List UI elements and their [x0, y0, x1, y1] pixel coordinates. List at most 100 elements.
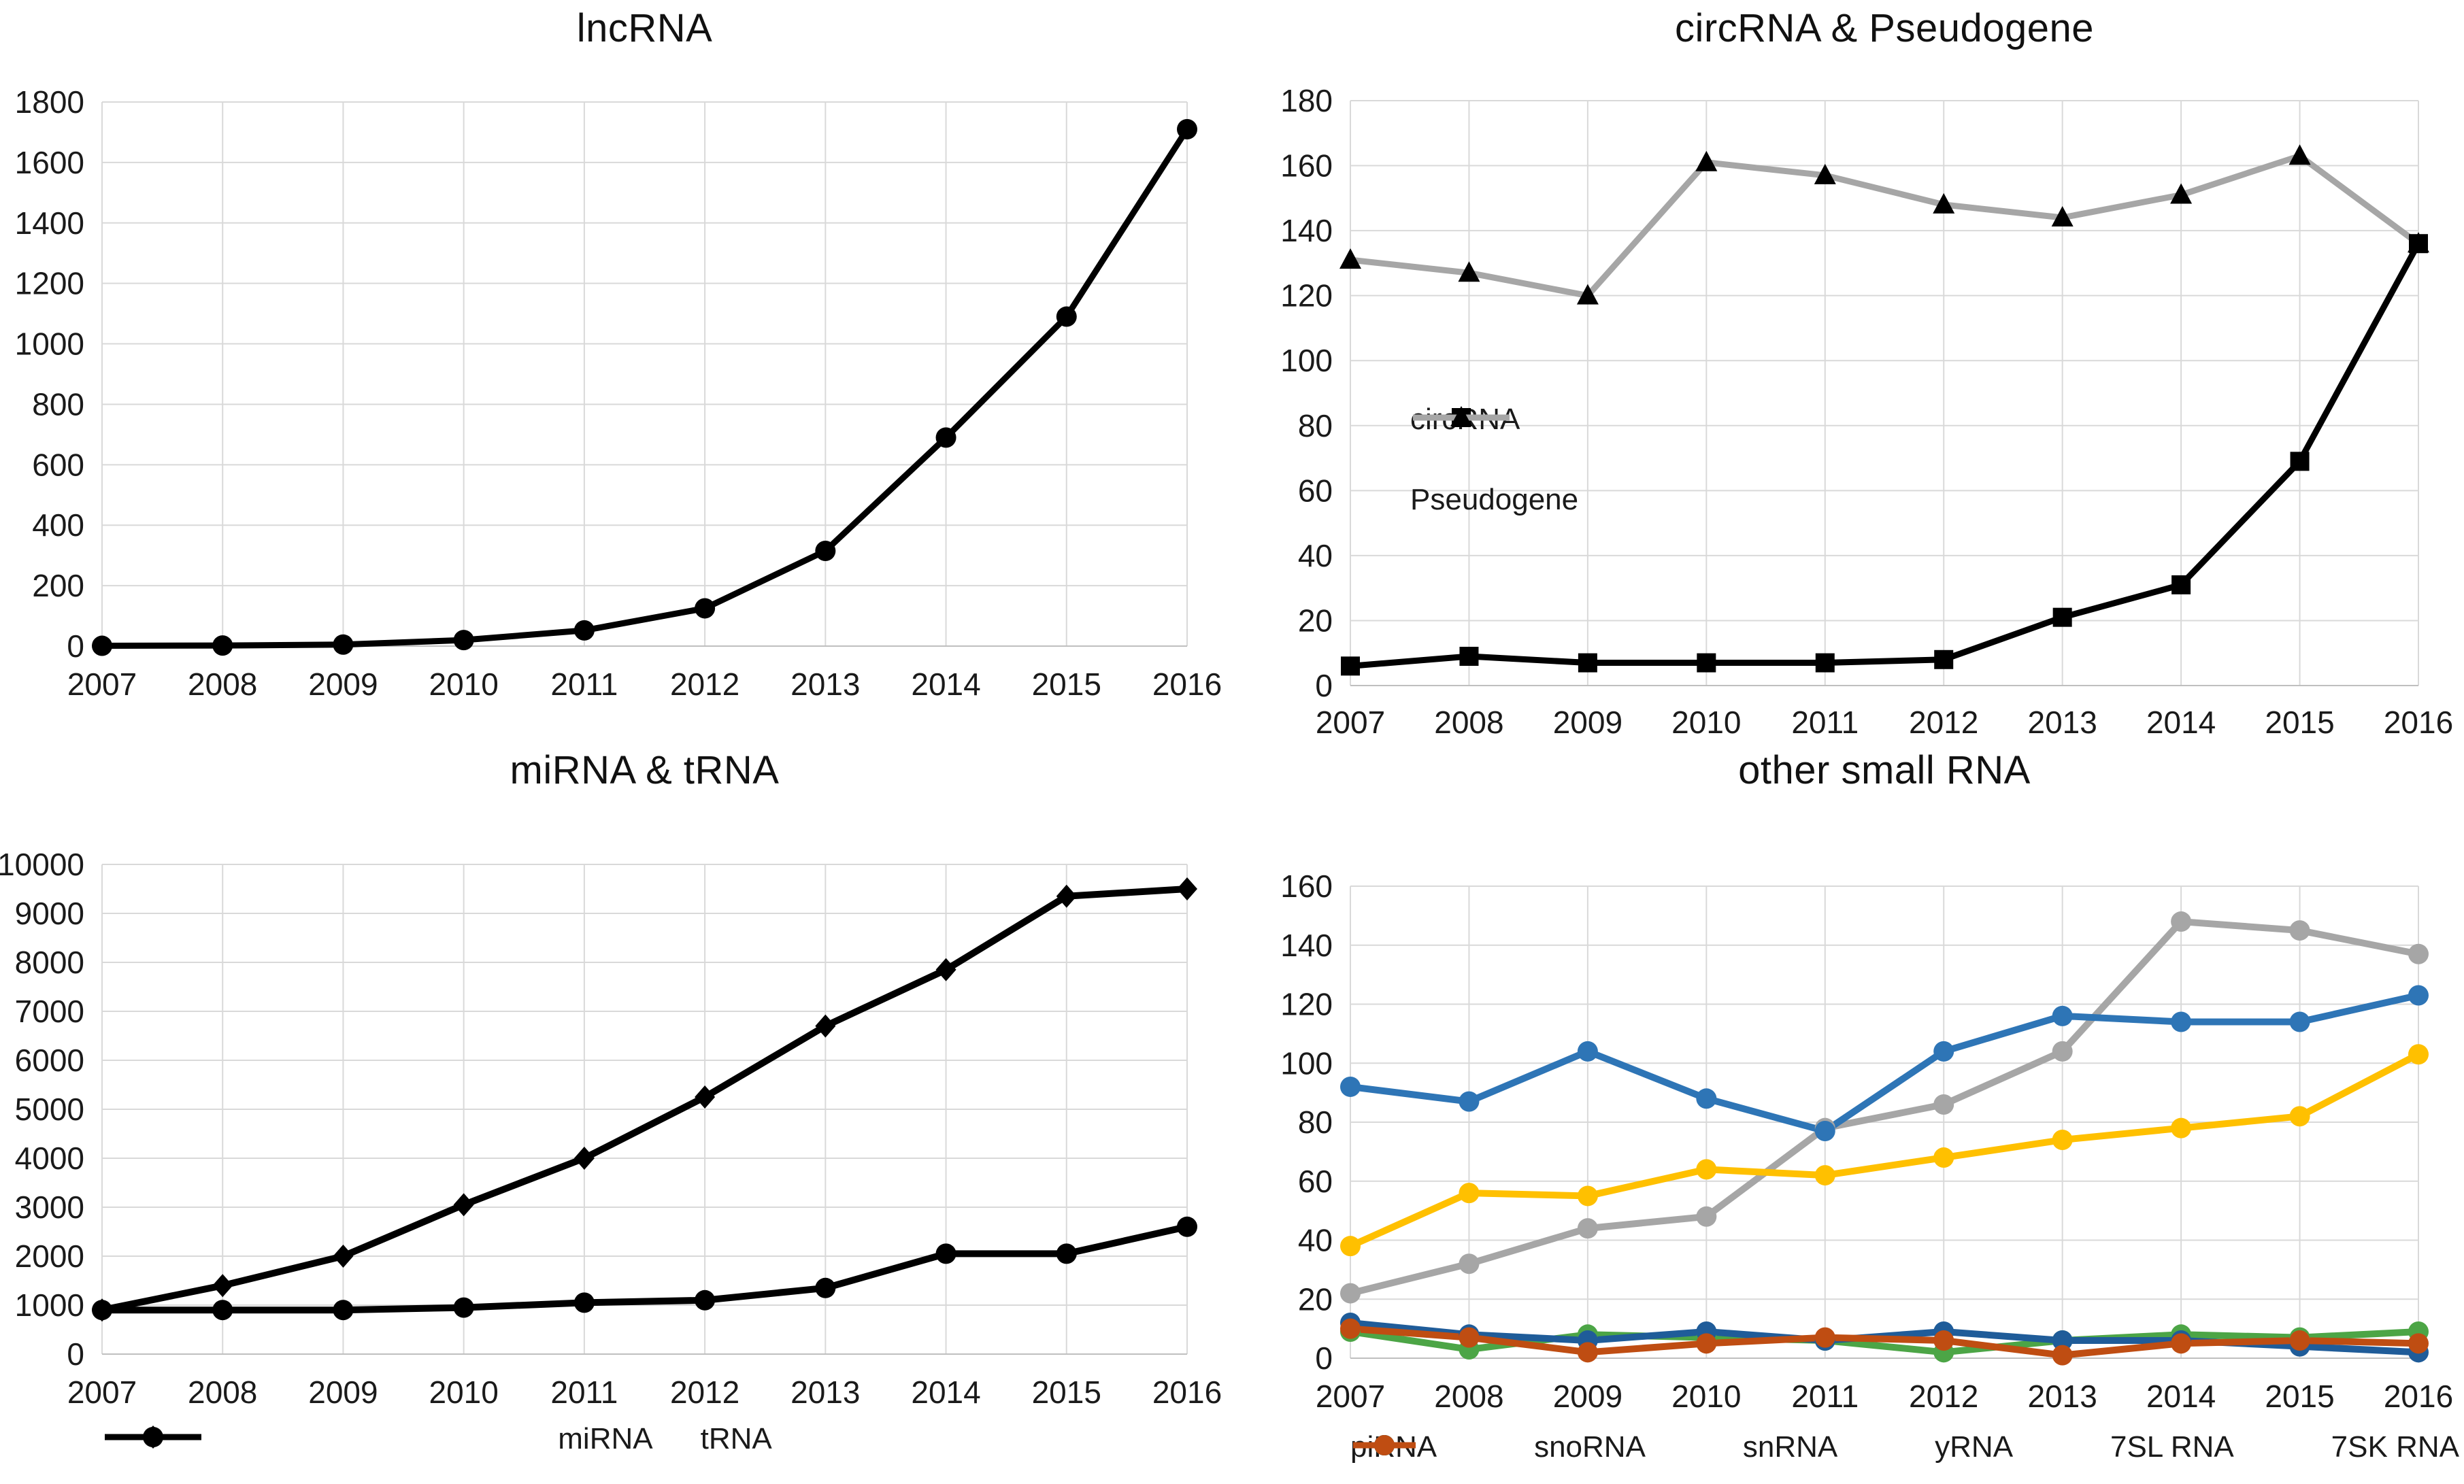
data-point-marker: [935, 427, 956, 448]
data-point-marker: [1695, 150, 1718, 171]
series-line-snRNA: [1347, 992, 2422, 1135]
chart-legend: circRNAPseudogene: [1410, 403, 1578, 517]
axis-tick-labels: 2007 2008 2009 2010 2011 2012 2013 2014 2015 2016…: [1280, 869, 2453, 1414]
x-tick-label: 2014: [911, 1375, 980, 1410]
y-tick-label: 20: [1298, 603, 1333, 638]
data-point-marker: [1933, 192, 1955, 214]
legend-label: Pseudogene: [1410, 483, 1579, 516]
data-point-marker: [1177, 1216, 1197, 1237]
y-tick-label: 5000: [15, 1092, 84, 1127]
x-tick-label: 2009: [1553, 705, 1622, 740]
y-tick-label: 8000: [15, 945, 84, 980]
y-tick-label: 600: [32, 447, 84, 482]
series-markers: [1340, 911, 2429, 1366]
data-point-marker: [573, 1147, 595, 1170]
data-point-marker: [2290, 452, 2310, 471]
x-tick-label: 2015: [2265, 1379, 2334, 1414]
data-point-marker: [2052, 1005, 2073, 1026]
legend-label: tRNA: [700, 1422, 772, 1455]
data-point-marker: [1340, 1076, 1361, 1097]
x-tick-label: 2015: [1032, 667, 1101, 702]
series-line-circRNA: [1347, 240, 2422, 669]
data-point-marker: [815, 541, 836, 561]
y-tick-label: 100: [1280, 343, 1333, 378]
data-point-marker: [212, 1300, 233, 1321]
series-line-7SK RNA: [1347, 1325, 2422, 1359]
data-point-marker: [1339, 248, 1361, 269]
legend-label: snRNA: [1742, 1430, 1838, 1464]
x-tick-label: 2016: [1152, 667, 1222, 702]
y-tick-label: 10000: [0, 847, 84, 882]
x-tick-label: 2009: [308, 1375, 378, 1410]
data-point-marker: [695, 598, 716, 619]
y-tick-label: 9000: [15, 896, 84, 931]
series-markers: [92, 877, 1197, 1322]
x-tick-label: 2008: [1434, 705, 1503, 740]
series-lines: [1347, 918, 2422, 1359]
x-tick-label: 2009: [308, 667, 378, 702]
y-tick-label: 60: [1298, 473, 1333, 508]
y-tick-label: 180: [1280, 83, 1333, 118]
chart-legend: miRNA tRNA: [102, 1422, 1228, 1456]
y-tick-label: 80: [1298, 1104, 1333, 1140]
data-point-marker: [333, 634, 354, 655]
axis-tick-labels: 2007 2008 2009 2010 2011 2012 2013 2014 2015 2016…: [0, 847, 1222, 1410]
series-line-lncRNA: [99, 126, 1191, 650]
legend-label: snoRNA: [1534, 1430, 1646, 1464]
x-tick-label: 2011: [1791, 1379, 1859, 1414]
data-point-marker: [2052, 1330, 2073, 1351]
data-point-marker: [1450, 406, 1472, 426]
legend-item-mirna: miRNA: [105, 1422, 653, 1456]
series-markers: [1339, 144, 2429, 676]
gridlines: [101, 101, 1188, 647]
data-point-marker: [92, 635, 112, 656]
y-tick-label: 6000: [15, 1043, 84, 1078]
data-point-marker: [2171, 1011, 2192, 1032]
data-point-marker: [1459, 1253, 1480, 1275]
y-tick-label: 20: [1298, 1281, 1333, 1317]
data-point-marker: [1459, 647, 1479, 666]
data-point-marker: [2052, 1041, 2073, 1062]
circrna-pseudogene-plot: 2007 2008 2009 2010 2011 2012 2013 2014 2015 2016…: [1280, 83, 2453, 740]
chart-title-lncrna: lncRNA: [576, 6, 713, 50]
legend-item-yrna: yRNA: [1353, 1430, 2013, 1464]
data-point-marker: [1577, 1218, 1598, 1239]
data-point-marker: [1696, 1088, 1717, 1109]
data-point-marker: [212, 1274, 233, 1298]
data-point-marker: [143, 1427, 163, 1447]
legend-item-7sk-rna: 7SK RNA: [1353, 1430, 2459, 1464]
chart-panel-mirna-trna: miRNA & tRNA 2007 2008 2009 2010 2011 2012 201…: [0, 742, 1232, 1484]
data-point-marker: [1177, 877, 1197, 900]
x-tick-label: 2011: [1791, 705, 1859, 740]
data-point-marker: [1459, 1183, 1480, 1204]
series-lines: [99, 886, 1191, 1314]
data-point-marker: [573, 1292, 595, 1313]
y-tick-label: 80: [1298, 408, 1333, 443]
data-point-marker: [1933, 1041, 1954, 1062]
chart-panel-other-small-rna: other small RNA 2007 2008 2009 2010 2011 2012…: [1232, 742, 2464, 1484]
x-tick-label: 2010: [1671, 1379, 1741, 1414]
data-point-marker: [1341, 656, 1360, 676]
data-point-marker: [1934, 650, 1954, 669]
data-point-marker: [1933, 1094, 1954, 1115]
series-line-tRNA: [99, 1223, 1191, 1314]
data-point-marker: [1458, 261, 1480, 282]
legend-label: miRNA: [558, 1422, 653, 1455]
chart-panel-lncrna: lncRNA 2007 2008 2009 2010 2011 2012 2013 2014 2…: [0, 0, 1232, 742]
series-lines: [1347, 152, 2422, 669]
y-tick-label: 4000: [15, 1141, 84, 1176]
x-tick-label: 2014: [2146, 1379, 2216, 1414]
x-tick-label: 2012: [670, 1375, 739, 1410]
data-point-marker: [1340, 1283, 1361, 1304]
x-tick-label: 2015: [2265, 705, 2334, 740]
series-lines: [99, 126, 1191, 650]
data-point-marker: [1696, 1159, 1717, 1180]
data-point-marker: [1576, 284, 1599, 305]
series-line-miRNA: [99, 886, 1191, 1314]
data-point-marker: [1577, 1041, 1598, 1062]
x-tick-label: 2014: [911, 667, 980, 702]
data-point-marker: [1814, 1165, 1835, 1186]
legend-item-trna: tRNA: [105, 1422, 772, 1456]
data-point-marker: [573, 620, 595, 641]
